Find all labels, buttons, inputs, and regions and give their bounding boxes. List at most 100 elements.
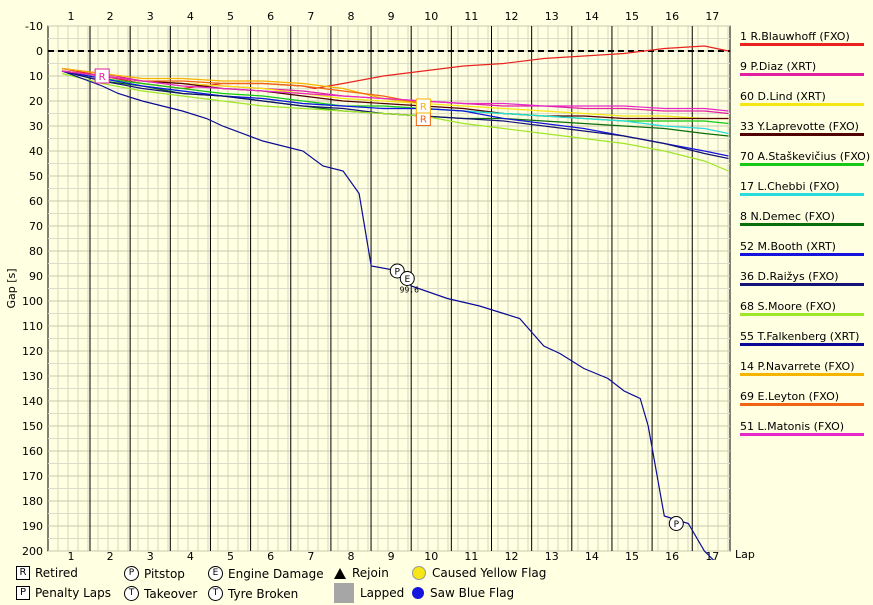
legend-entry-1: 9 P.Diaz (XRT): [740, 60, 816, 73]
legend-swatch-3: [740, 133, 864, 136]
y-tick-label: 20: [29, 95, 43, 108]
tyre-broken-icon: T: [208, 586, 223, 601]
pitstop-marker-label: P: [395, 268, 401, 278]
event-value-label: 99.6: [400, 286, 419, 295]
legend-swatch-13: [740, 433, 864, 436]
yellow-flag-icon: [412, 566, 426, 580]
retired-marker: [415, 98, 431, 114]
x-tick-label-top: 13: [545, 10, 559, 23]
legend-entry-13: 51 L.Matonis (FXO): [740, 420, 844, 433]
x-tick-label: 1: [68, 550, 75, 560]
y-tick-label: 120: [22, 345, 43, 358]
x-tick-label-top: 17: [705, 10, 719, 23]
x-tick-label-top: 8: [347, 10, 354, 23]
y-tick-label: 30: [29, 120, 43, 133]
y-axis-label: Gap [s]: [5, 268, 18, 308]
legend-swatch-2: [740, 103, 864, 106]
x-tick-label: 14: [585, 550, 599, 560]
y-tick-label: 10: [29, 70, 43, 83]
race-gap-chart: -100102030405060708090100110120130140150…: [5, 10, 870, 560]
y-tick-label: 160: [22, 445, 43, 458]
pitstop-marker: [389, 263, 405, 279]
y-tick-label: 60: [29, 195, 43, 208]
y-tick-label: 70: [29, 220, 43, 233]
y-tick-label: 190: [22, 520, 43, 533]
retired-marker-label: R: [99, 72, 106, 83]
series-line-0: [61, 45, 729, 90]
legend-rejoin: Rejoin: [334, 566, 389, 580]
legend-entry-7: 52 M.Booth (XRT): [740, 240, 836, 253]
lapped-icon: [334, 583, 354, 603]
x-tick-label: 2: [107, 550, 114, 560]
series-line-4: [61, 70, 729, 125]
legend-tyre-broken: T Tyre Broken: [208, 586, 298, 601]
x-tick-label-top: 1: [68, 10, 75, 23]
x-tick-label-top: 4: [187, 10, 194, 23]
series-line-9: [61, 72, 729, 172]
x-tick-label-top: 10: [424, 10, 438, 23]
legend-entry-3: 33 Y.Laprevotte (FXO): [740, 120, 859, 133]
x-tick-label-top: 6: [267, 10, 274, 23]
legend-entry-8: 36 D.Raižys (FXO): [740, 270, 839, 283]
legend-swatch-9: [740, 313, 864, 316]
retired-icon: R: [16, 566, 30, 580]
series-line-13: [61, 70, 729, 112]
pitstop-marker-label: P: [674, 520, 680, 530]
y-tick-label: 50: [29, 170, 43, 183]
x-tick-label-top: 16: [665, 10, 679, 23]
engine_damage-marker-label: E: [404, 275, 410, 285]
legend-swatch-8: [740, 283, 864, 286]
y-tick-label: -10: [25, 20, 43, 33]
x-tick-label-top: 3: [147, 10, 154, 23]
y-tick-label: 110: [22, 320, 43, 333]
x-tick-label: 8: [347, 550, 354, 560]
x-tick-label: 15: [625, 550, 639, 560]
y-tick-label: 100: [22, 295, 43, 308]
y-tick-label: 0: [36, 45, 43, 58]
x-tick-label: 7: [307, 550, 314, 560]
series-group: [61, 45, 729, 560]
rejoin-icon: [334, 567, 346, 579]
x-tick-label: 12: [505, 550, 519, 560]
engine_damage-marker: [399, 271, 415, 286]
legend-saw-blue-flag: Saw Blue Flag: [412, 586, 514, 600]
legend-caused-yellow-flag: Caused Yellow Flag: [412, 566, 546, 580]
event-legend: R Retired P Penalty Laps P Pitstop T Takeove…: [0, 562, 873, 605]
legend-entry-0: 1 R.Blauwhoff (FXO): [740, 30, 850, 43]
y-tick-label: 130: [22, 370, 43, 383]
legend-swatch-4: [740, 163, 864, 166]
x-tick-label: 11: [464, 550, 478, 560]
x-tick-label: 6: [267, 550, 274, 560]
legend-lapped: Lapped: [334, 583, 404, 603]
lap-separators: [89, 26, 693, 551]
x-tick-label: 13: [545, 550, 559, 560]
x-tick-label-top: 7: [307, 10, 314, 23]
blue-flag-icon: [412, 587, 424, 599]
engine-damage-icon: E: [208, 566, 223, 581]
retired-marker: [94, 68, 110, 84]
y-tick-label: 140: [22, 395, 43, 408]
legend-swatch-11: [740, 373, 864, 376]
x-tick-label: 17: [705, 550, 719, 560]
x-tick-label-top: 2: [107, 10, 114, 23]
x-tick-label-top: 14: [585, 10, 599, 23]
y-tick-label: 40: [29, 145, 43, 158]
y-tick-label: 80: [29, 245, 43, 258]
legend-entry-10: 55 T.Falkenberg (XRT): [740, 330, 859, 343]
retired-marker-label: R: [420, 115, 427, 126]
y-tick-label: 170: [22, 470, 43, 483]
series-line-10: [61, 70, 715, 560]
x-tick-label: 16: [665, 550, 679, 560]
legend-entry-5: 17 L.Chebbi (FXO): [740, 180, 839, 193]
legend-pitstop: P Pitstop: [124, 566, 185, 581]
legend-swatch-5: [740, 193, 864, 196]
x-tick-label: 5: [227, 550, 234, 560]
x-tick-label-top: 9: [388, 10, 395, 23]
x-tick-label: 4: [187, 550, 194, 560]
legend-entry-12: 69 E.Leyton (FXO): [740, 390, 839, 403]
x-tick-label-top: 11: [464, 10, 478, 23]
y-tick-label: 150: [22, 420, 43, 433]
legend-swatch-7: [740, 253, 864, 256]
x-tick-label: 10: [424, 550, 438, 560]
takeover-icon: T: [124, 586, 139, 601]
